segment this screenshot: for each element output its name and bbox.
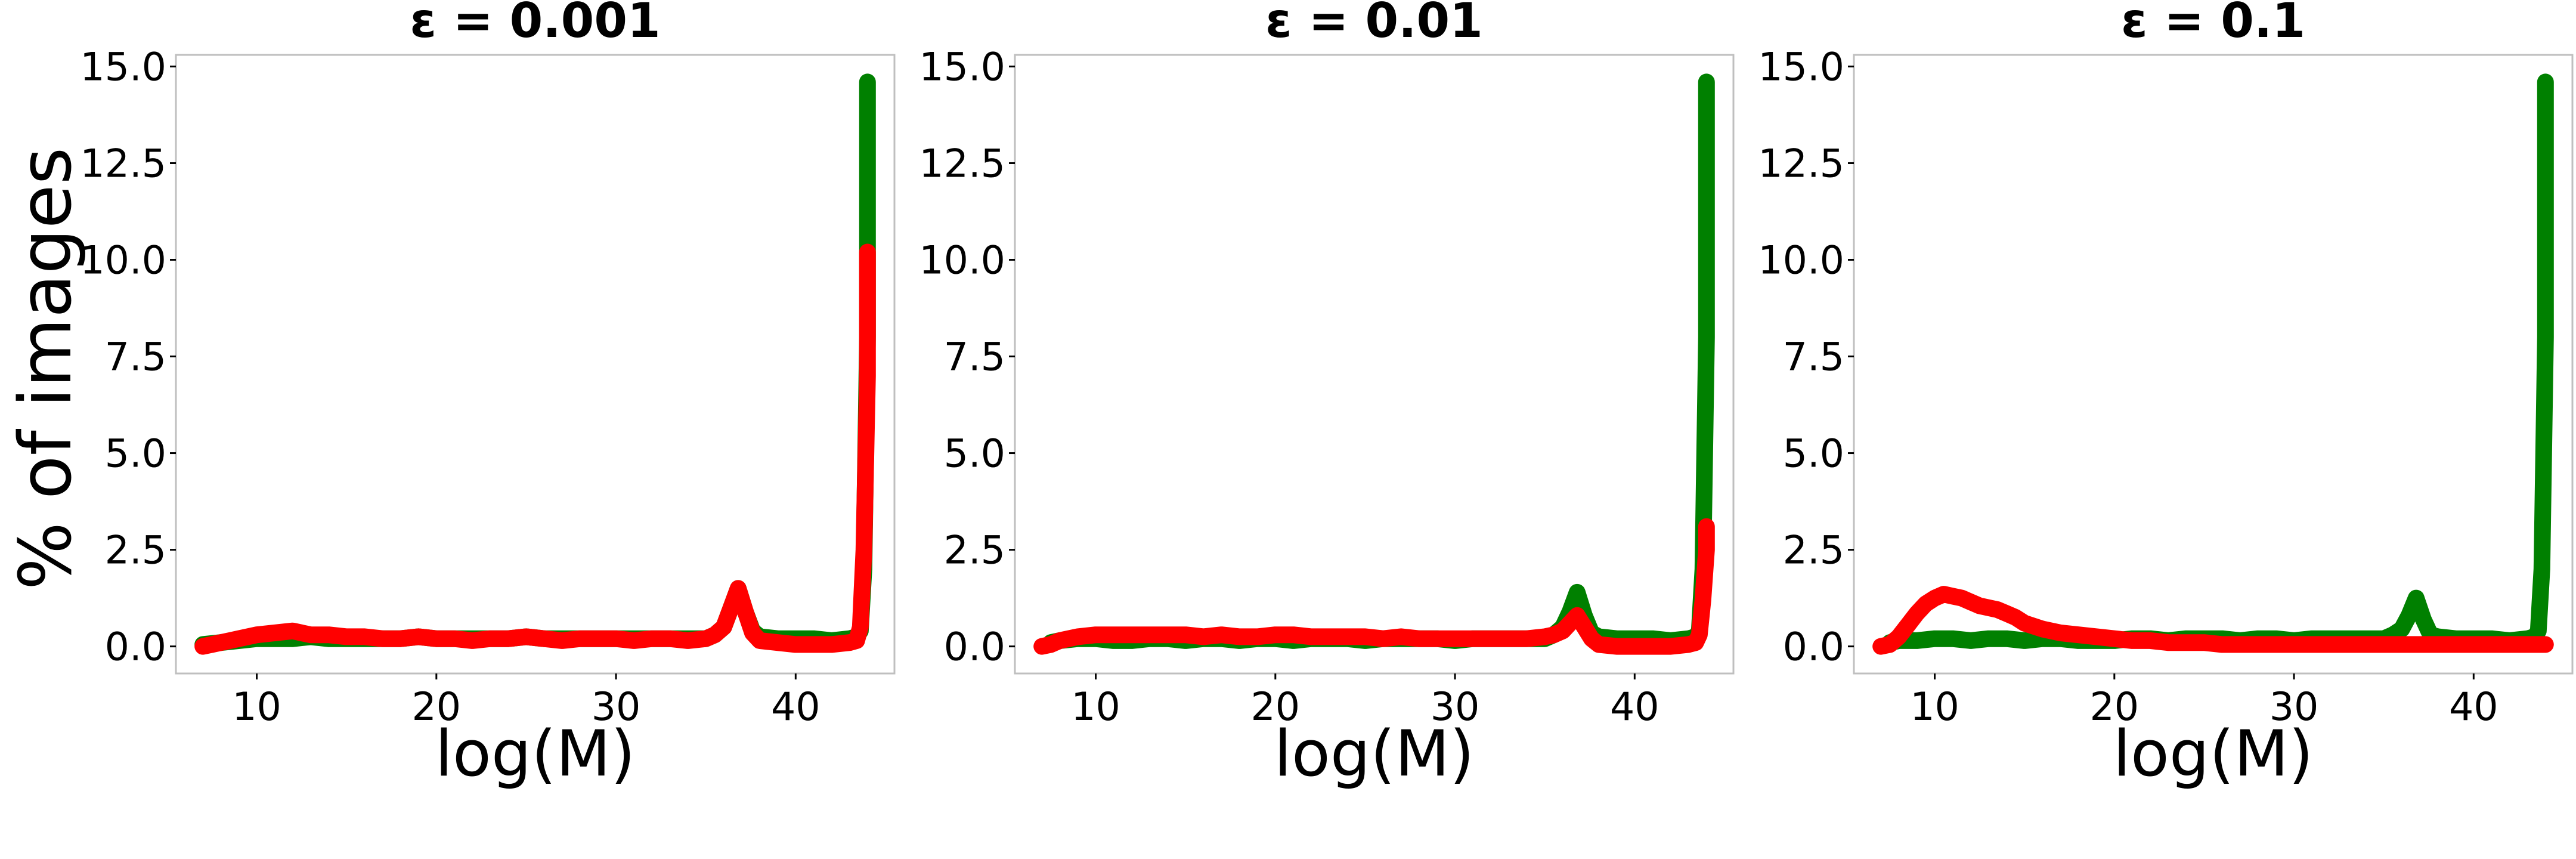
- y-tick-label: 2.5: [1783, 529, 1844, 573]
- y-tick-label: 12.5: [919, 141, 1005, 186]
- chart-panel-2: ε = 0.01 10 20 30 40 0.0 2.5 5.0 7.5 10.0 12.5 15.0…: [919, 0, 1735, 790]
- x-tick-label: 10: [1071, 685, 1120, 730]
- x-axis-label: log(M): [2113, 717, 2314, 790]
- series-line-red: [194, 243, 876, 655]
- y-tick-label: 2.5: [944, 529, 1005, 573]
- x-tick-label: 40: [2449, 685, 2498, 730]
- chart-title: ε = 0.01: [1265, 0, 1483, 48]
- x-tick-label: 10: [1910, 685, 1959, 730]
- y-tick-label: 15.0: [919, 45, 1005, 89]
- y-tick-label: 0.0: [1783, 625, 1844, 670]
- figure-ylabel: % of images: [5, 147, 88, 590]
- y-tick-label: 12.5: [1758, 141, 1844, 186]
- plot-frame: [1014, 54, 1735, 675]
- series-line-red: [1033, 518, 1715, 655]
- y-tick-label: 0.0: [944, 625, 1005, 670]
- y-tick-label: 7.5: [944, 335, 1005, 380]
- y-tick-label: 5.0: [105, 432, 166, 477]
- x-tick-label: 20: [411, 685, 461, 730]
- plot-frame: [175, 54, 896, 675]
- x-tick-label: 30: [2270, 685, 2319, 730]
- y-tick-label: 0.0: [105, 625, 166, 670]
- series-line-green: [194, 73, 876, 653]
- y-tick-label: 5.0: [944, 432, 1005, 477]
- x-tick-label: 40: [771, 685, 821, 730]
- y-tick-label: 2.5: [105, 529, 166, 573]
- x-axis-label: log(M): [1274, 717, 1475, 790]
- y-tick-label: 15.0: [80, 45, 166, 89]
- x-axis-label: log(M): [435, 717, 636, 790]
- y-tick-label: 7.5: [1783, 335, 1844, 380]
- series-line-green: [1881, 73, 2554, 651]
- y-tick-label: 10.0: [1758, 239, 1844, 283]
- y-tick-label: 7.5: [105, 335, 166, 380]
- y-tick-label: 5.0: [1783, 432, 1844, 477]
- x-tick-label: 40: [1610, 685, 1659, 730]
- chart-panel-3: ε = 0.1 10 20 30 40 0.0 2.5 5.0 7.5 10.0 12.5 15.0 l…: [1758, 0, 2574, 790]
- x-tick-label: 20: [1250, 685, 1300, 730]
- y-tick-label: 12.5: [80, 141, 166, 186]
- plot-frame: [1853, 54, 2574, 675]
- chart-panel-1: ε = 0.001 10 20 30 40 0.0 2.5 5.0 7.5 10.0 12.5 15.…: [80, 0, 896, 790]
- x-tick-label: 30: [1431, 685, 1480, 730]
- series-line-red: [1872, 586, 2554, 655]
- x-tick-label: 30: [592, 685, 641, 730]
- chart-title: ε = 0.1: [2121, 0, 2305, 48]
- y-tick-label: 10.0: [919, 239, 1005, 283]
- chart-title: ε = 0.001: [410, 0, 660, 48]
- x-tick-label: 20: [2089, 685, 2139, 730]
- x-tick-label: 10: [232, 685, 281, 730]
- y-tick-label: 15.0: [1758, 45, 1844, 89]
- y-tick-label: 10.0: [80, 239, 166, 283]
- panels: ε = 0.001 10 20 30 40 0.0 2.5 5.0 7.5 10.0 12.5 15.…: [80, 0, 2574, 790]
- series-line-green: [1042, 73, 1715, 651]
